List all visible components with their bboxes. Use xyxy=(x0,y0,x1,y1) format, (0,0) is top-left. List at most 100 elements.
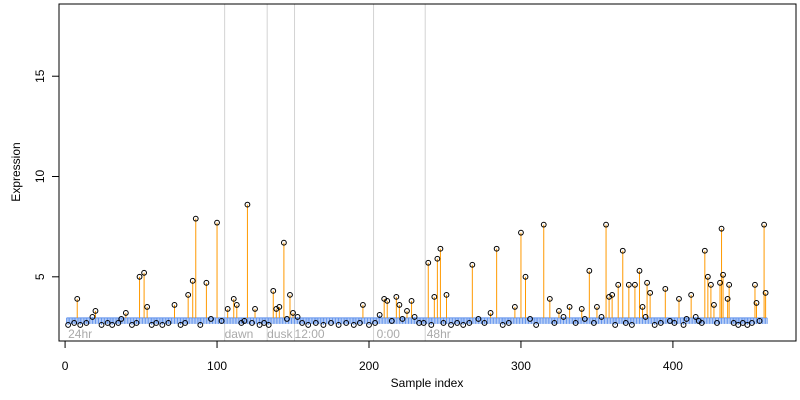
data-point xyxy=(628,322,635,328)
data-point xyxy=(384,297,391,304)
data-point xyxy=(683,316,690,322)
data-point xyxy=(372,320,378,326)
data-point xyxy=(505,320,512,326)
data-point xyxy=(408,297,415,304)
data-point xyxy=(744,322,751,328)
y-tick-label: 15 xyxy=(33,69,47,83)
data-point xyxy=(493,245,500,252)
data-point xyxy=(756,318,763,324)
axes-layer: 0 100 200 300 400 5 10 15 xyxy=(33,69,683,373)
time-annotation-label: dawn xyxy=(225,327,254,341)
data-point xyxy=(642,314,649,320)
data-point xyxy=(144,303,151,310)
x-axis-title: Sample index xyxy=(391,376,464,390)
data-point xyxy=(527,316,533,322)
data-point xyxy=(431,293,438,300)
time-annotation-label: 24hr xyxy=(68,327,92,341)
x-tick-label: 100 xyxy=(207,359,227,373)
data-point xyxy=(335,322,342,328)
data-point xyxy=(356,320,363,326)
data-point xyxy=(265,322,272,328)
data-point xyxy=(735,322,742,328)
data-point xyxy=(276,303,283,310)
data-point xyxy=(711,301,717,308)
data-point xyxy=(753,299,760,306)
data-point xyxy=(425,259,432,266)
data-point xyxy=(671,320,678,326)
vertical-lines-layer xyxy=(224,4,426,341)
data-point xyxy=(475,316,482,322)
data-point xyxy=(230,295,237,302)
data-point xyxy=(692,314,699,320)
data-point xyxy=(261,320,268,326)
data-point xyxy=(136,273,143,280)
data-point xyxy=(511,303,518,310)
data-point xyxy=(701,247,708,254)
data-point xyxy=(83,320,90,326)
data-point xyxy=(192,215,199,222)
data-point xyxy=(233,301,240,308)
data-point xyxy=(399,316,406,322)
data-point xyxy=(118,316,125,322)
data-point xyxy=(189,277,196,284)
data-point xyxy=(214,219,220,226)
data-point xyxy=(636,267,643,274)
data-point xyxy=(566,303,573,310)
data-point xyxy=(720,271,726,278)
data-point xyxy=(590,320,597,326)
data-point xyxy=(388,318,395,324)
data-point xyxy=(109,322,116,328)
data-point xyxy=(284,316,290,322)
data-point xyxy=(454,320,461,326)
data-point xyxy=(657,320,664,326)
data-point xyxy=(305,322,312,328)
data-point xyxy=(148,322,155,328)
plot-frame xyxy=(58,3,797,342)
data-point xyxy=(252,306,258,312)
data-point xyxy=(74,295,81,302)
data-point xyxy=(428,322,435,328)
data-point xyxy=(443,291,450,298)
data-point xyxy=(522,273,529,280)
data-point xyxy=(208,316,214,322)
y-tick-label: 5 xyxy=(33,273,47,280)
data-point xyxy=(609,291,616,298)
data-point xyxy=(197,322,204,328)
data-point xyxy=(487,310,494,316)
data-point xyxy=(603,221,609,228)
y-axis-title: Expression xyxy=(9,142,23,201)
data-point xyxy=(203,279,210,286)
x-tick-label: 300 xyxy=(511,359,531,373)
data-point xyxy=(360,301,366,308)
data-point xyxy=(639,303,646,310)
data-point xyxy=(133,320,140,326)
data-point xyxy=(290,310,296,316)
data-point xyxy=(244,201,251,208)
time-annotation-label: 12:00 xyxy=(295,327,325,341)
data-point xyxy=(404,308,410,314)
data-point xyxy=(761,221,767,228)
data-point xyxy=(622,320,629,326)
data-point xyxy=(92,308,99,314)
data-point xyxy=(218,318,225,324)
data-point xyxy=(129,322,135,328)
data-point xyxy=(662,285,669,292)
data-point xyxy=(518,229,524,236)
data-point xyxy=(328,320,334,326)
data-point xyxy=(615,281,622,288)
data-point xyxy=(89,314,96,320)
data-point xyxy=(153,320,160,326)
data-point xyxy=(115,320,122,326)
data-point xyxy=(98,322,105,328)
annotations-layer: 24hr dawn dusk 12:00 0:00 48hr xyxy=(68,327,451,341)
data-point xyxy=(469,261,476,268)
data-point xyxy=(396,301,403,308)
data-point xyxy=(256,322,263,328)
data-point xyxy=(393,293,400,300)
data-point xyxy=(165,320,172,326)
data-point xyxy=(644,279,650,286)
data-point xyxy=(632,281,638,288)
data-point xyxy=(612,322,619,328)
data-point xyxy=(499,322,506,328)
data-point xyxy=(159,322,166,328)
